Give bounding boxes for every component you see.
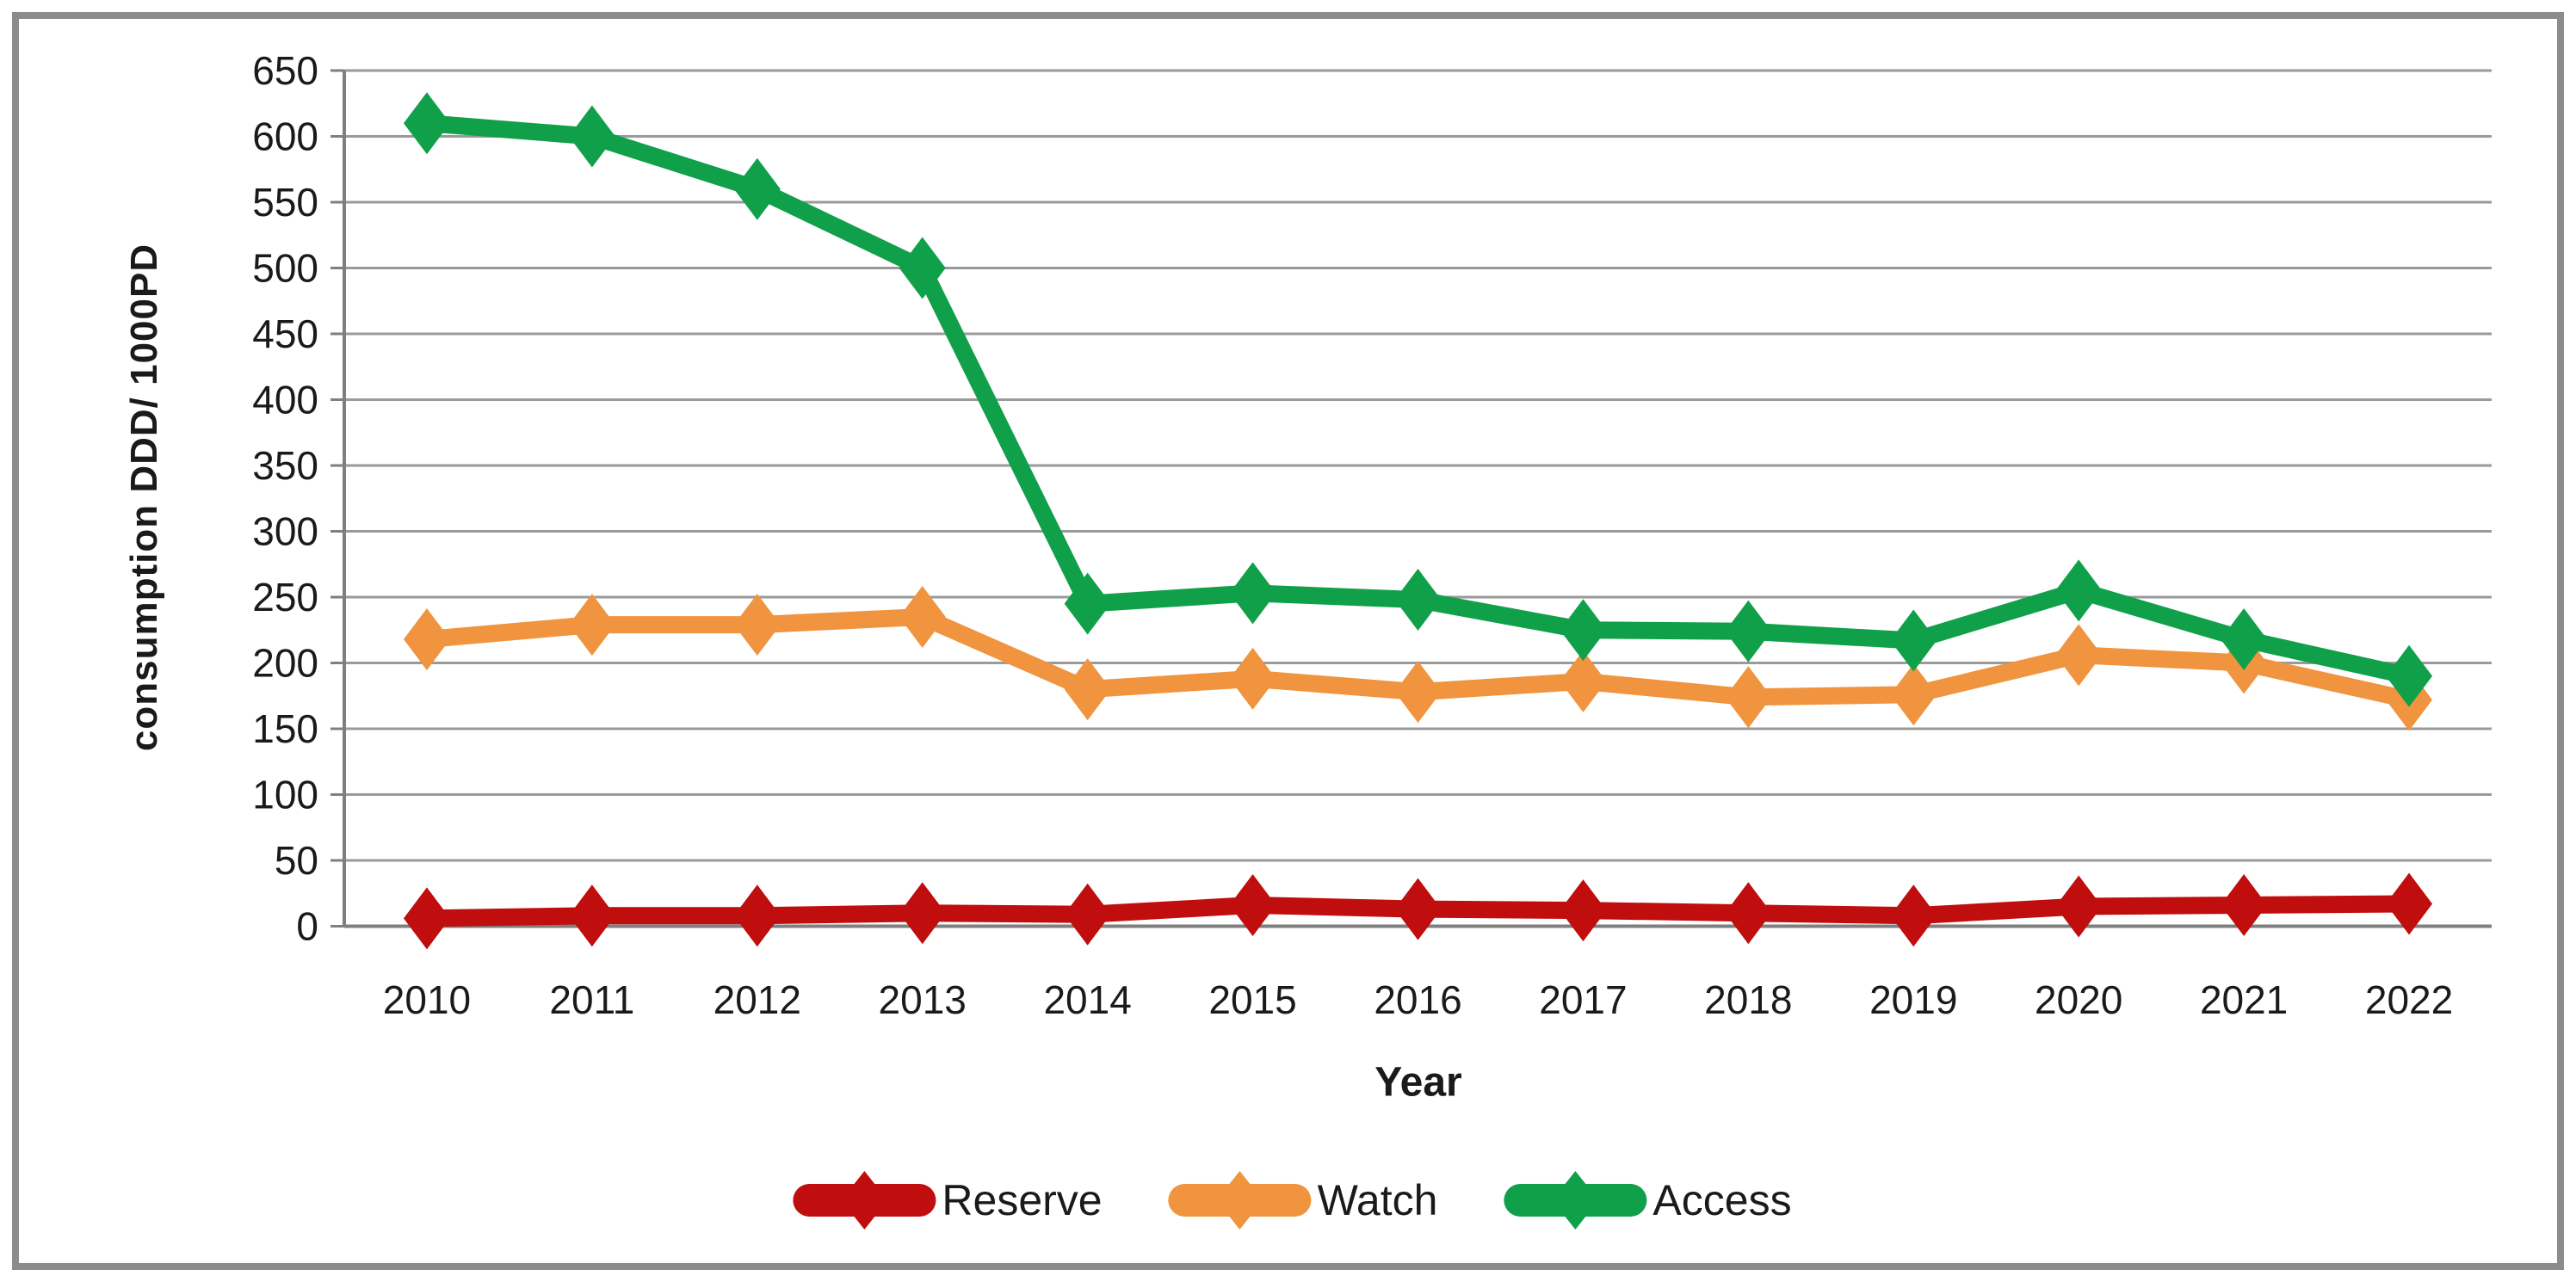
series-marker-access [403,92,450,155]
series-marker-watch [1394,661,1442,724]
y-axis-tick-label: 600 [252,114,318,159]
x-axis-tick-label: 2018 [1704,977,1792,1022]
y-axis-tick-label: 500 [252,246,318,291]
legend-item-access: Access [1501,1165,1792,1236]
y-axis-tick-label: 250 [252,575,318,619]
y-axis-tick-label: 300 [252,509,318,554]
legend-diamond [841,1171,888,1230]
series-marker-reserve [403,887,450,950]
series-marker-access [568,105,615,168]
series-marker-access [1725,600,1772,663]
legend-label-watch: Watch [1317,1176,1438,1224]
y-axis-tick-label: 400 [252,378,318,422]
y-axis-tick-label: 650 [252,48,318,93]
legend-label-reserve: Reserve [942,1176,1103,1224]
series-marker-reserve [1890,884,1937,947]
series-marker-access [2055,559,2103,622]
x-axis-tick-label: 2013 [879,977,967,1022]
watch-line-marker-icon [1168,1171,1312,1230]
legend-label-access: Access [1652,1176,1792,1224]
series-marker-reserve [568,884,615,947]
x-axis-tick-label: 2011 [549,977,634,1022]
series-marker-reserve [1064,883,1111,946]
series-marker-reserve [2055,875,2103,938]
series-marker-reserve [1394,878,1442,940]
legend: Reserve Watch Access [790,1165,1792,1236]
series-marker-access [899,237,946,299]
reserve-line-marker-icon [793,1171,936,1230]
series-marker-watch [1725,666,1772,729]
y-axis-tick-label: 100 [252,773,318,817]
series-marker-reserve [899,882,946,945]
series-marker-watch [1229,647,1276,710]
series-marker-watch [403,607,450,670]
legend-diamond [1216,1171,1263,1230]
x-axis-tick-label: 2015 [1208,977,1296,1022]
y-axis-tick-label: 550 [252,180,318,225]
series-marker-watch [733,594,781,656]
series-marker-access [733,157,781,220]
access-line-marker-icon [1504,1171,1647,1230]
y-axis-tick-label: 200 [252,641,318,686]
y-axis-tick-label: 150 [252,706,318,751]
x-axis-tick-label: 2020 [2035,977,2122,1022]
series-marker-reserve [2386,872,2433,935]
y-axis-title: consumption DDD/ 1000PD [123,243,165,752]
x-axis-tick-label: 2014 [1043,977,1131,1022]
series-marker-access [1890,609,1937,672]
y-axis-tick-label: 50 [275,838,318,883]
legend-diamond [1552,1171,1599,1230]
series-marker-watch [1890,663,1937,726]
series-marker-access [2221,607,2268,670]
series-marker-access [1560,599,1607,662]
series-marker-access [1064,572,1111,635]
series-marker-watch [1064,658,1111,721]
x-axis-tick-label: 2010 [383,977,471,1022]
x-axis-tick-label: 2017 [1539,977,1627,1022]
legend-item-reserve: Reserve [790,1165,1103,1236]
series-marker-watch [568,594,615,656]
series-marker-reserve [733,884,781,947]
x-axis-tick-label: 2012 [713,977,801,1022]
x-axis-tick-label: 2019 [1869,977,1957,1022]
series-marker-reserve [1560,879,1607,942]
series-marker-watch [1560,650,1607,712]
series-marker-watch [899,585,946,648]
series-marker-watch [2055,624,2103,687]
y-axis-tick-label: 350 [252,443,318,488]
x-axis-tick-label: 2016 [1374,977,1461,1022]
y-axis-tick-label: 450 [252,311,318,356]
x-axis-tick-label: 2022 [2365,977,2453,1022]
x-axis-tick-label: 2021 [2200,977,2288,1022]
series-marker-access [1229,562,1276,625]
series-marker-access [1394,569,1442,632]
series-marker-access [2386,644,2433,707]
series-marker-reserve [1229,874,1276,937]
legend-item-watch: Watch [1166,1165,1438,1236]
x-axis-title: Year [1374,1059,1462,1106]
series-marker-reserve [1725,882,1772,945]
y-axis-tick-label: 0 [296,904,318,949]
series-marker-reserve [2221,874,2268,937]
